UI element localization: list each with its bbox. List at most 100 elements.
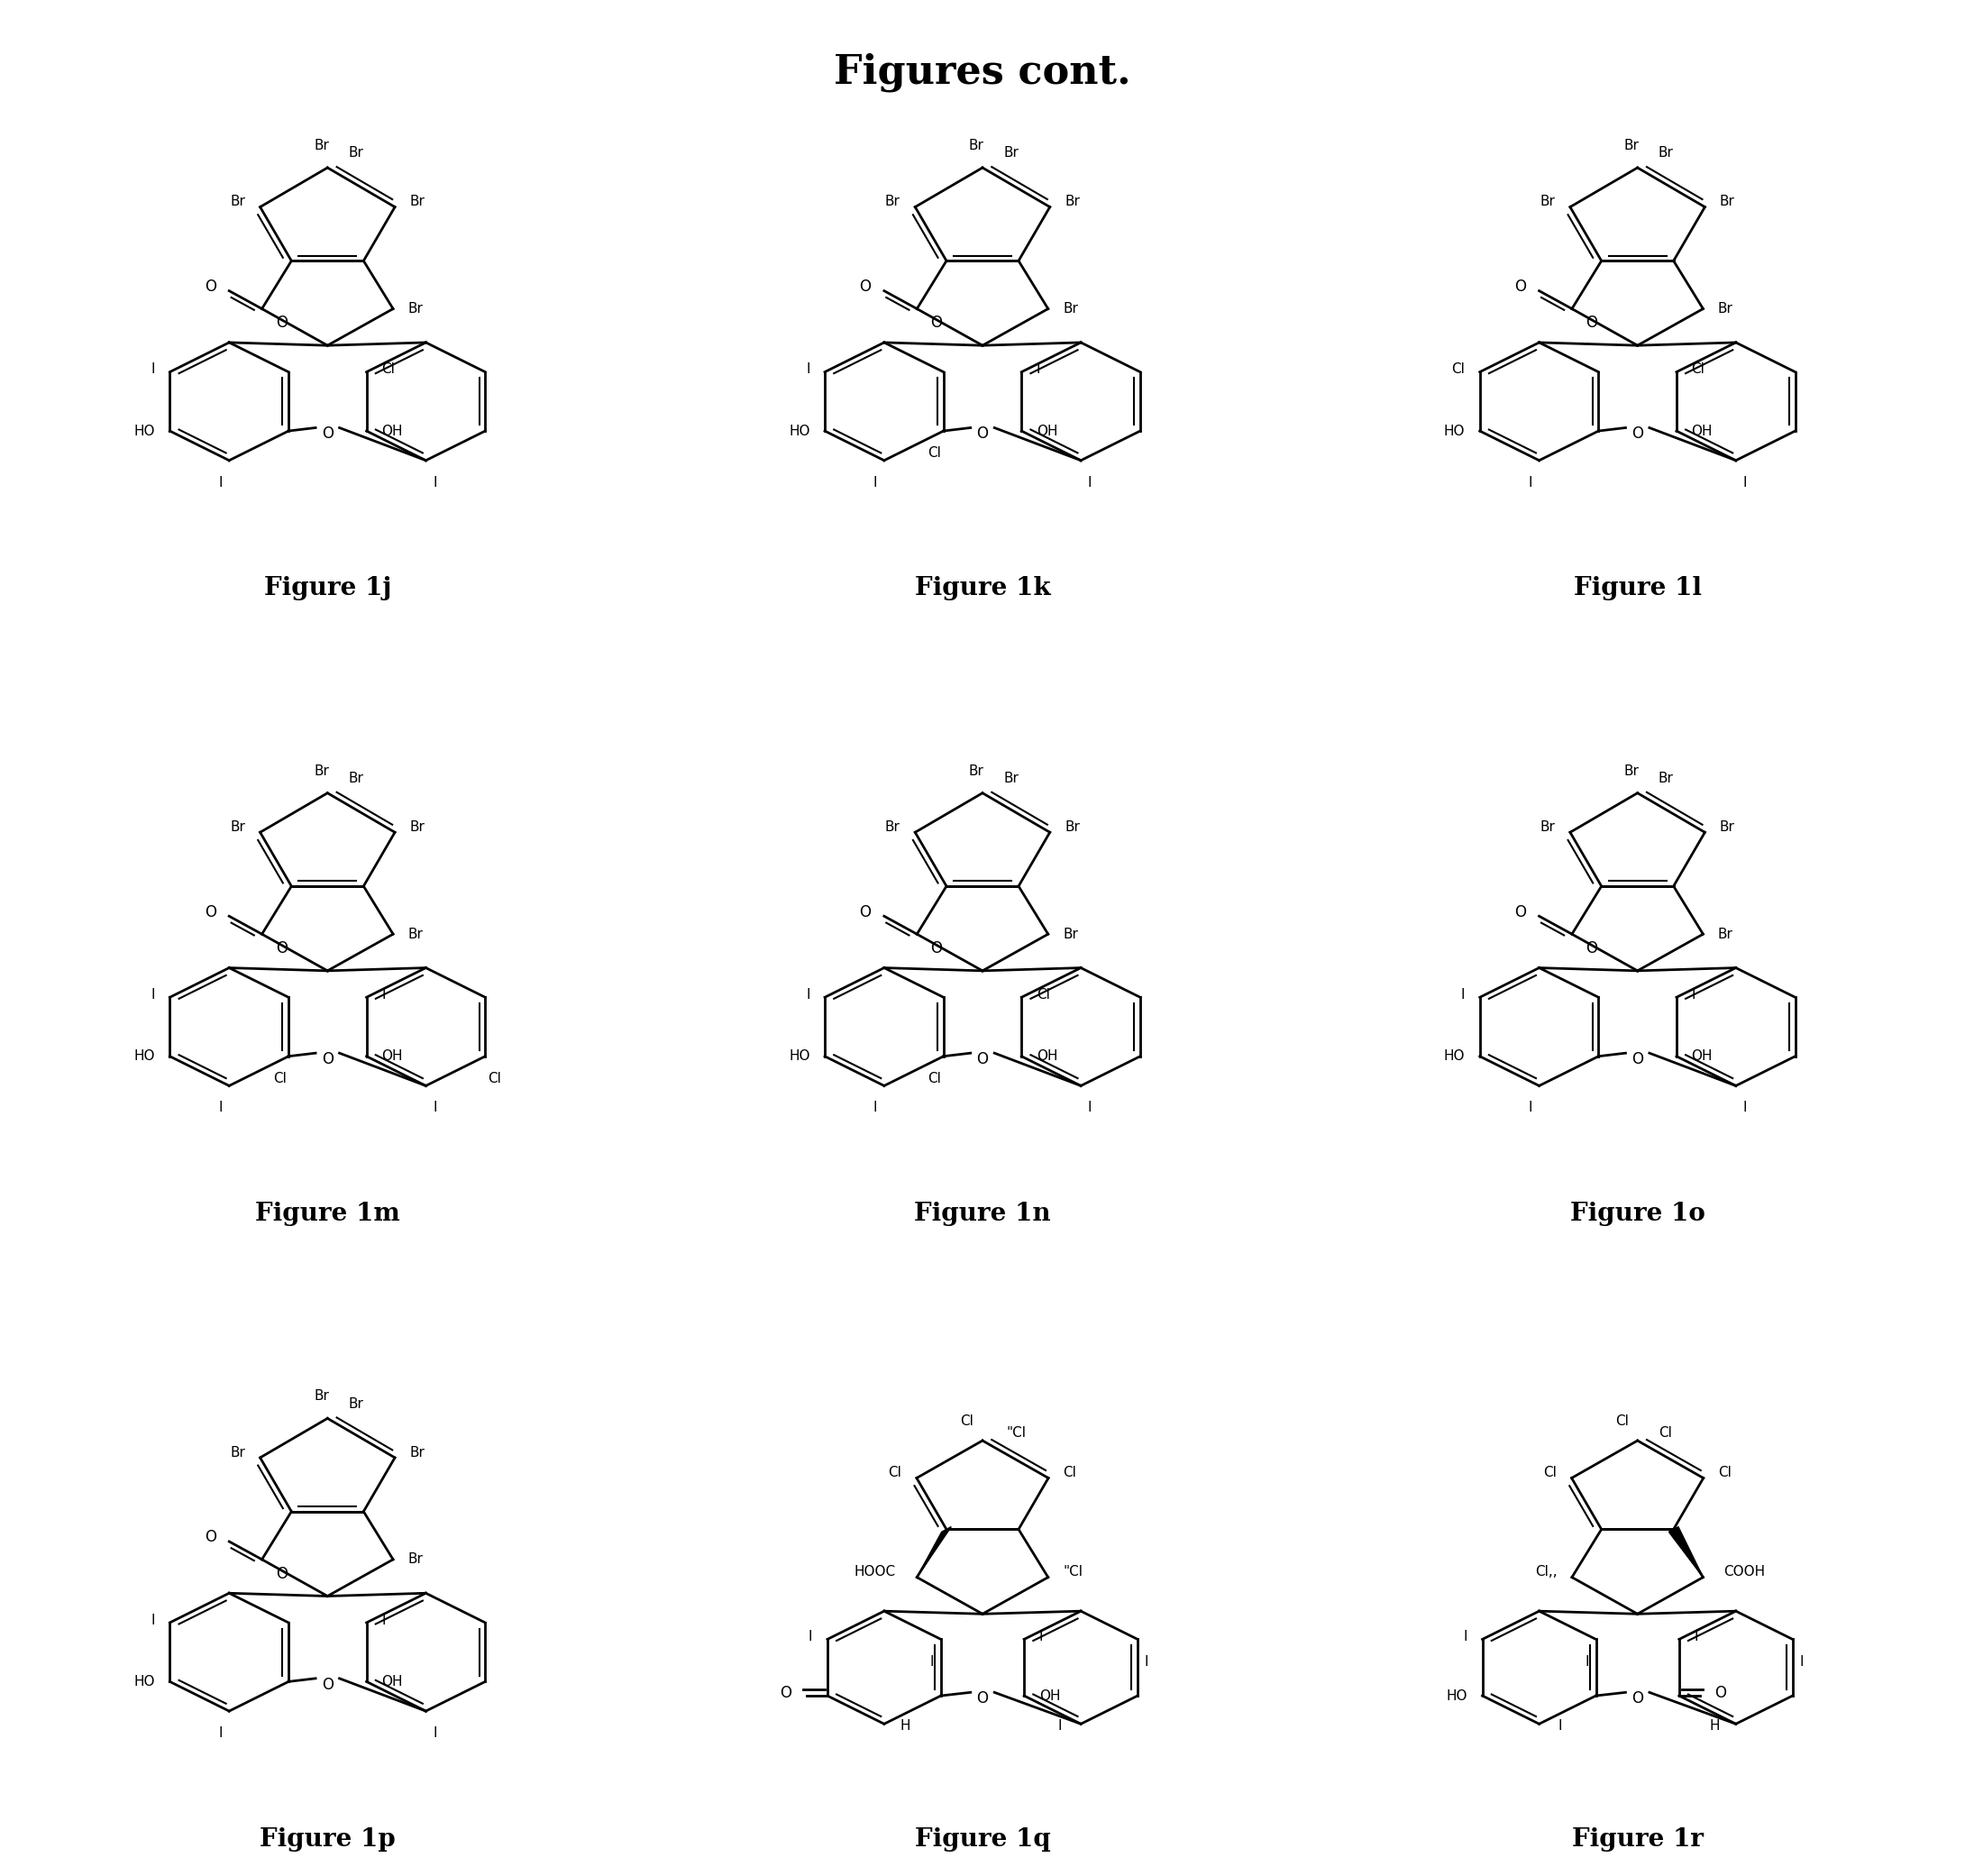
Text: O: O <box>859 280 870 295</box>
Text: Cl: Cl <box>1658 1426 1672 1439</box>
Text: I: I <box>1089 477 1093 490</box>
Polygon shape <box>918 1527 951 1578</box>
Text: I: I <box>1460 989 1464 1002</box>
Text: O: O <box>322 426 334 443</box>
Text: Br: Br <box>348 1398 364 1411</box>
Text: HO: HO <box>134 1049 155 1064</box>
Text: Cl,,: Cl,, <box>1535 1565 1556 1580</box>
Text: Br: Br <box>884 195 900 208</box>
Text: Figure 1p: Figure 1p <box>259 1827 395 1852</box>
Text: I: I <box>872 477 876 490</box>
Text: HOOC: HOOC <box>855 1565 896 1580</box>
Text: HO: HO <box>134 424 155 437</box>
Text: I: I <box>151 989 155 1002</box>
Text: I: I <box>1089 1101 1093 1114</box>
Text: OH: OH <box>381 1675 403 1688</box>
Text: Br: Br <box>1065 820 1081 835</box>
Text: O: O <box>1715 1685 1727 1702</box>
Text: I: I <box>1057 1718 1061 1733</box>
Text: I: I <box>381 989 385 1002</box>
Text: I: I <box>218 1101 222 1114</box>
Text: Br: Br <box>1063 302 1079 315</box>
Text: O: O <box>275 315 287 332</box>
Text: Br: Br <box>1065 195 1081 208</box>
Text: O: O <box>1586 940 1598 957</box>
Text: I: I <box>1464 1630 1468 1643</box>
Text: Cl: Cl <box>1063 1467 1077 1480</box>
Text: O: O <box>275 940 287 957</box>
Text: I: I <box>1743 477 1747 490</box>
Text: OH: OH <box>1036 424 1057 437</box>
Text: Cl: Cl <box>1717 1467 1731 1480</box>
Text: O: O <box>780 1685 792 1702</box>
Text: Br: Br <box>1658 146 1674 159</box>
Text: Cl: Cl <box>381 362 395 377</box>
Text: Cl: Cl <box>487 1071 501 1084</box>
Text: HO: HO <box>134 1675 155 1688</box>
Text: I: I <box>1743 1101 1747 1114</box>
Text: Br: Br <box>1541 820 1554 835</box>
Text: Br: Br <box>230 1446 246 1460</box>
Text: Br: Br <box>1623 764 1639 779</box>
Text: Br: Br <box>411 820 424 835</box>
Text: Cl: Cl <box>273 1071 287 1084</box>
Text: Br: Br <box>1541 195 1554 208</box>
Text: I: I <box>929 1655 933 1668</box>
Text: Br: Br <box>409 1553 422 1566</box>
Text: O: O <box>322 1677 334 1692</box>
Text: OH: OH <box>1039 1688 1061 1703</box>
Text: I: I <box>432 1726 436 1741</box>
Text: O: O <box>977 426 988 443</box>
Text: I: I <box>1144 1655 1150 1668</box>
Text: I: I <box>218 1726 222 1741</box>
Text: O: O <box>204 280 216 295</box>
Text: I: I <box>381 1613 385 1626</box>
Text: O: O <box>1515 904 1527 919</box>
Text: Figure 1k: Figure 1k <box>914 576 1051 600</box>
Text: O: O <box>204 904 216 919</box>
Text: Br: Br <box>409 927 422 942</box>
Text: Br: Br <box>1004 771 1018 786</box>
Text: O: O <box>1631 1690 1643 1707</box>
Text: HO: HO <box>788 1049 810 1064</box>
Text: Br: Br <box>411 1446 424 1460</box>
Text: Cl: Cl <box>927 1071 941 1084</box>
Text: O: O <box>931 315 943 332</box>
Text: I: I <box>1529 477 1533 490</box>
Text: Br: Br <box>884 820 900 835</box>
Text: OH: OH <box>1036 1049 1057 1064</box>
Text: I: I <box>1558 1718 1562 1733</box>
Text: HO: HO <box>1444 1049 1464 1064</box>
Text: HO: HO <box>1444 424 1464 437</box>
Text: O: O <box>1631 426 1643 443</box>
Text: Br: Br <box>1063 927 1079 942</box>
Text: I: I <box>1692 989 1696 1002</box>
Text: Cl: Cl <box>1615 1415 1629 1428</box>
Text: Cl: Cl <box>1036 989 1049 1002</box>
Text: Cl: Cl <box>1452 362 1464 377</box>
Text: Br: Br <box>314 139 330 152</box>
Text: Br: Br <box>969 764 984 779</box>
Text: HO: HO <box>788 424 810 437</box>
Text: Br: Br <box>1719 195 1735 208</box>
Text: Br: Br <box>230 195 246 208</box>
Text: Cl: Cl <box>961 1415 973 1428</box>
Text: I: I <box>872 1101 876 1114</box>
Text: Br: Br <box>230 820 246 835</box>
Text: Figure 1j: Figure 1j <box>263 576 391 600</box>
Text: Figure 1q: Figure 1q <box>914 1827 1051 1852</box>
Text: I: I <box>1586 1655 1590 1668</box>
Text: I: I <box>1694 1630 1698 1643</box>
Text: "Cl: "Cl <box>1006 1426 1026 1439</box>
Text: O: O <box>931 940 943 957</box>
Text: Figure 1l: Figure 1l <box>1574 576 1702 600</box>
Text: O: O <box>1631 1051 1643 1067</box>
Text: I: I <box>432 1101 436 1114</box>
Text: O: O <box>322 1051 334 1067</box>
Text: Br: Br <box>1658 771 1674 786</box>
Text: I: I <box>1800 1655 1804 1668</box>
Text: Br: Br <box>314 1390 330 1403</box>
Text: I: I <box>151 362 155 377</box>
Text: H: H <box>1710 1718 1719 1733</box>
Text: COOH: COOH <box>1723 1565 1765 1580</box>
